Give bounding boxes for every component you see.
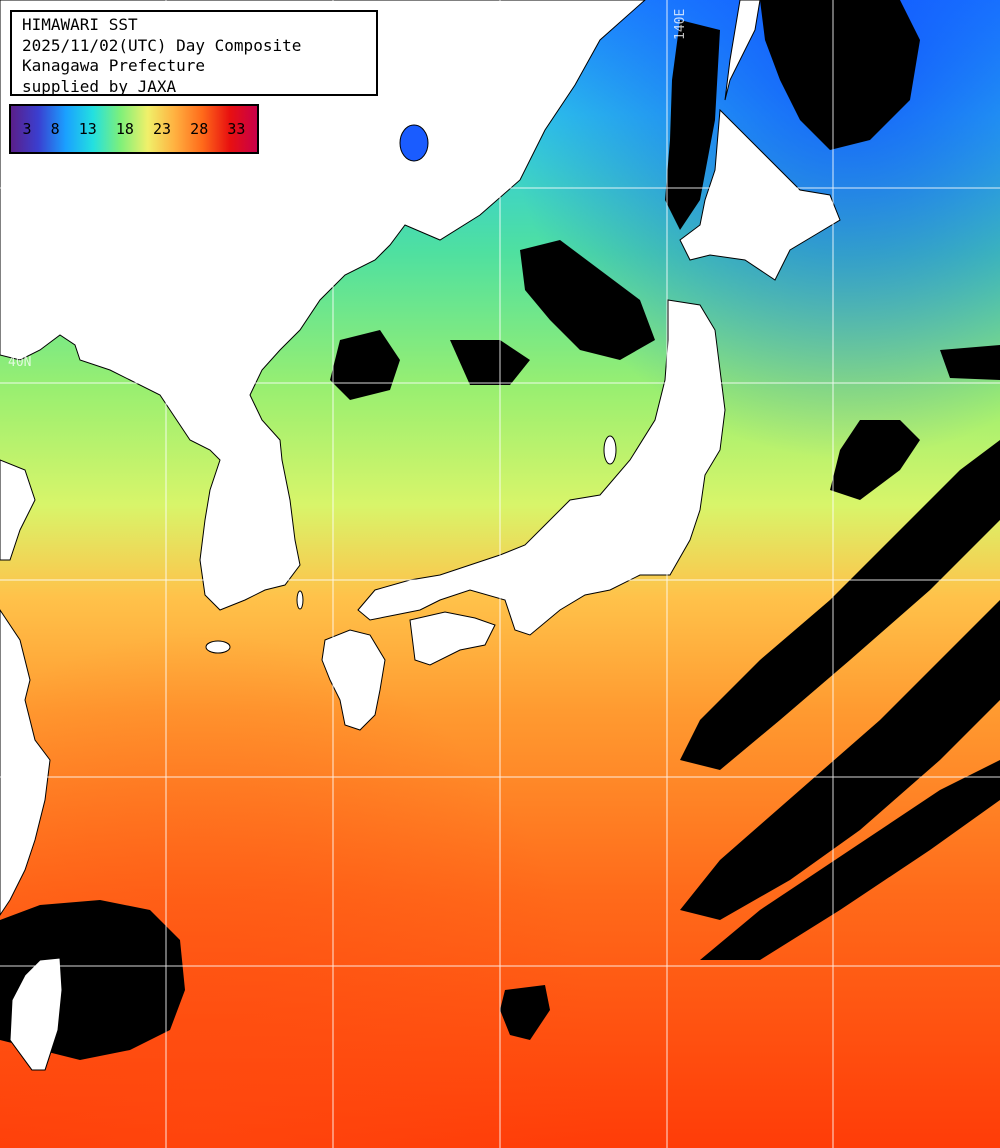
cloud-pacific-band-1 xyxy=(680,440,1000,770)
lat-label: 40N xyxy=(8,355,31,370)
legend-tick: 28 xyxy=(190,120,209,138)
legend-tick: 18 xyxy=(115,120,134,138)
cloud-north-1 xyxy=(760,0,920,150)
lon-label: 140E xyxy=(673,9,688,40)
legend-tick: 8 xyxy=(50,120,60,138)
color-legend: 3 8 13 18 23 28 33 xyxy=(9,104,259,154)
title-product: HIMAWARI SST xyxy=(22,15,138,34)
cloud-sea-of-japan-3 xyxy=(450,340,530,385)
legend-tick: 13 xyxy=(78,120,97,138)
cloud-small-1 xyxy=(500,985,550,1040)
title-date: 2025/11/02(UTC) Day Composite xyxy=(22,35,302,55)
cloud-east-1 xyxy=(940,345,1000,380)
cloud-masks xyxy=(0,0,1000,1060)
cloud-pacific-band-3 xyxy=(700,760,1000,960)
cloud-north-2 xyxy=(665,20,720,230)
cloud-pacific-band-4 xyxy=(830,420,920,500)
cloud-sea-of-japan-1 xyxy=(520,240,655,360)
legend-tick: 23 xyxy=(153,120,172,138)
title-credit: supplied by JAXA xyxy=(22,76,177,96)
land-taiwan-top xyxy=(9,957,63,1071)
cloud-pacific-band-2 xyxy=(680,600,1000,920)
title-region: Kanagawa Prefecture xyxy=(22,56,206,75)
legend-tick: 33 xyxy=(227,120,246,138)
land-sado xyxy=(603,435,617,465)
legend-tick: 3 xyxy=(22,120,32,138)
cold-patch xyxy=(399,124,429,162)
land-honshu xyxy=(357,299,726,636)
land-sakhalin xyxy=(724,0,761,101)
land-china-south xyxy=(0,609,51,916)
land-hokkaido xyxy=(679,108,841,281)
land-shikoku xyxy=(409,611,496,666)
legend-ticks: 3 8 13 18 23 28 33 xyxy=(11,120,257,138)
legend-colorbar xyxy=(11,106,257,152)
land-jeju xyxy=(205,640,231,654)
land-tsushima xyxy=(296,590,304,610)
title-box: HIMAWARI SST 2025/11/02(UTC) Day Composi… xyxy=(10,10,378,96)
land-china-coast xyxy=(0,459,36,561)
land-kyushu xyxy=(321,629,386,731)
